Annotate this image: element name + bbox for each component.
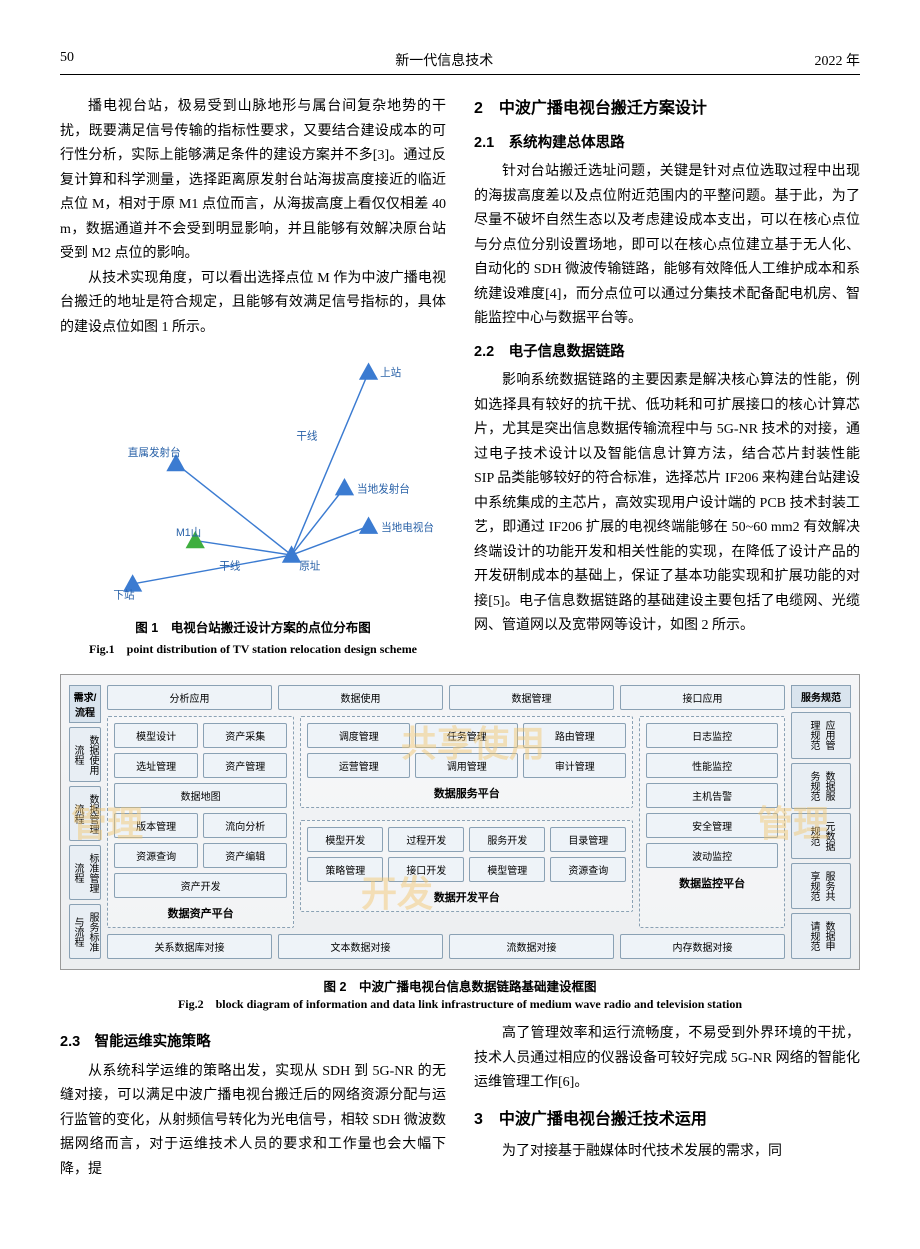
fig2-right-item: 数据申请规范 bbox=[791, 913, 851, 959]
fig2-service-panel: 调度管理 任务管理 路由管理 运营管理 调用管理 审计管理 数据服务平台 bbox=[300, 716, 633, 808]
fig2-right-item: 元数据规范 bbox=[791, 813, 851, 859]
fig2-cell: 模型设计 bbox=[114, 723, 198, 748]
fig2-left-item: 标准管理流程 bbox=[69, 845, 101, 900]
fig2-cell: 内存数据对接 bbox=[620, 934, 785, 959]
fig2-cell: 调度管理 bbox=[307, 723, 410, 748]
para: 高了管理效率和运行流畅度，不易受到外界环境的干扰，技术人员通过相应的仪器设备可较… bbox=[474, 1022, 860, 1096]
fig2-cell: 策略管理 bbox=[307, 857, 383, 882]
fig2-panel-title: 数据服务平台 bbox=[307, 785, 626, 801]
fig2-cell: 调用管理 bbox=[415, 753, 518, 778]
fig2-cell: 资产开发 bbox=[114, 873, 287, 898]
fig2-cell: 接口应用 bbox=[620, 685, 785, 710]
svg-text:当地电视台: 当地电视台 bbox=[381, 521, 434, 534]
para: 影响系统数据链路的主要因素是解决核心算法的性能，例如选择具有较好的抗干扰、低功耗… bbox=[474, 369, 860, 639]
year: 2022 年 bbox=[815, 50, 861, 70]
fig2-cell: 流向分析 bbox=[203, 813, 287, 838]
fig2-cell: 模型管理 bbox=[469, 857, 545, 882]
fig2-cell: 性能监控 bbox=[646, 753, 778, 778]
fig2-cell: 分析应用 bbox=[107, 685, 272, 710]
fig2-cell: 模型开发 bbox=[307, 827, 383, 852]
svg-text:原址: 原址 bbox=[299, 559, 321, 572]
fig2-panel-title: 数据监控平台 bbox=[646, 875, 778, 891]
fig2-right-item: 应用管理规范 bbox=[791, 712, 851, 758]
fig2-panel-title: 数据资产平台 bbox=[114, 905, 287, 921]
subsection-2-3: 2.3 智能运维实施策略 bbox=[60, 1030, 446, 1055]
section-2: 2 中波广播电视台搬迁方案设计 bbox=[474, 95, 860, 123]
svg-text:干线: 干线 bbox=[296, 429, 318, 442]
fig2-left-item: 数据管理流程 bbox=[69, 786, 101, 841]
journal-name: 新一代信息技术 bbox=[395, 50, 493, 70]
fig2-top-row: 分析应用 数据使用 数据管理 接口应用 bbox=[107, 685, 785, 710]
fig1-caption-cn: 图 1 电视台站搬迁设计方案的点位分布图 bbox=[60, 618, 446, 640]
fig2-cell: 资源查询 bbox=[114, 843, 198, 868]
svg-text:直属发射台: 直属发射台 bbox=[128, 446, 181, 459]
fig2-cell: 文本数据对接 bbox=[278, 934, 443, 959]
fig1-diagram: 上站直属发射台干线当地发射台当地电视台M1山原址干线下站 bbox=[60, 348, 446, 608]
fig2-monitor-panel: 日志监控 性能监控 主机告警 安全管理 波动监控 数据监控平台 bbox=[639, 716, 785, 928]
page-number: 50 bbox=[60, 50, 74, 70]
fig2-cell: 版本管理 bbox=[114, 813, 198, 838]
fig2-cell: 波动监控 bbox=[646, 843, 778, 868]
fig2-right-col: 服务规范 应用管理规范 数据服务规范 元数据规范 服务共享规范 数据申请规范 bbox=[791, 685, 851, 959]
fig2-cell: 资源查询 bbox=[550, 857, 626, 882]
fig2-cell: 数据地图 bbox=[114, 783, 287, 808]
fig2-middle: 分析应用 数据使用 数据管理 接口应用 模型设计 资产采集 选址管理 资产管理 … bbox=[107, 685, 785, 959]
fig2-cell: 资产管理 bbox=[203, 753, 287, 778]
fig2-left-col: 需求/流程 数据使用流程 数据管理流程 标准管理流程 服务标准与流程 bbox=[69, 685, 101, 959]
section-3: 3 中波广播电视台搬迁技术运用 bbox=[474, 1106, 860, 1134]
fig2-cell: 数据管理 bbox=[449, 685, 614, 710]
fig2-cell: 安全管理 bbox=[646, 813, 778, 838]
fig2-dev-panel: 模型开发 过程开发 服务开发 目录管理 策略管理 接口开发 模型管理 资源查询 … bbox=[300, 820, 633, 912]
subsection-2-2: 2.2 电子信息数据链路 bbox=[474, 340, 860, 365]
figure-1: 上站直属发射台干线当地发射台当地电视台M1山原址干线下站 图 1 电视台站搬迁设… bbox=[60, 348, 446, 660]
fig2-right-item: 数据服务规范 bbox=[791, 763, 851, 809]
para: 播电视台站，极易受到山脉地形与属台间复杂地势的干扰，既要满足信号传输的指标性要求… bbox=[60, 95, 446, 267]
fig2-cell: 审计管理 bbox=[523, 753, 626, 778]
fig2-assets-panel: 模型设计 资产采集 选址管理 资产管理 数据地图 版本管理 流向分析 资源查询 … bbox=[107, 716, 294, 928]
figure-2: 共享使用 管理 开发 管理 需求/流程 数据使用流程 数据管理流程 标准管理流程… bbox=[60, 674, 860, 1012]
para: 从系统科学运维的策略出发，实现从 SDH 到 5G-NR 的无缝对接，可以满足中… bbox=[60, 1060, 446, 1183]
fig2-cell: 接口开发 bbox=[388, 857, 464, 882]
fig2-diagram: 共享使用 管理 开发 管理 需求/流程 数据使用流程 数据管理流程 标准管理流程… bbox=[60, 674, 860, 970]
para: 从技术实现角度，可以看出选择点位 M 作为中波广播电视台搬迁的地址是符合规定，且… bbox=[60, 267, 446, 341]
fig1-caption-en: Fig.1 point distribution of TV station r… bbox=[60, 639, 446, 660]
fig2-left-item: 服务标准与流程 bbox=[69, 904, 101, 959]
fig2-right-item: 服务共享规范 bbox=[791, 863, 851, 909]
fig2-cell: 运营管理 bbox=[307, 753, 410, 778]
fig2-cell: 任务管理 bbox=[415, 723, 518, 748]
fig2-cell: 资产编辑 bbox=[203, 843, 287, 868]
svg-text:下站: 下站 bbox=[113, 588, 135, 601]
fig2-bottom-row: 关系数据库对接 文本数据对接 流数据对接 内存数据对接 bbox=[107, 934, 785, 959]
fig2-left-item: 数据使用流程 bbox=[69, 727, 101, 782]
fig2-panel-title: 数据开发平台 bbox=[307, 889, 626, 905]
fig2-cell: 服务开发 bbox=[469, 827, 545, 852]
fig2-right-head: 服务规范 bbox=[791, 685, 851, 708]
para: 为了对接基于融媒体时代技术发展的需求，同 bbox=[474, 1140, 860, 1165]
body-columns-lower: 2.3 智能运维实施策略 从系统科学运维的策略出发，实现从 SDH 到 5G-N… bbox=[60, 1022, 860, 1182]
subsection-2-1: 2.1 系统构建总体思路 bbox=[474, 131, 860, 156]
fig2-cell: 数据使用 bbox=[278, 685, 443, 710]
fig2-left-head: 需求/流程 bbox=[69, 685, 101, 723]
svg-text:M1山: M1山 bbox=[176, 527, 201, 539]
svg-text:上站: 上站 bbox=[380, 366, 402, 379]
fig2-cell: 资产采集 bbox=[203, 723, 287, 748]
body-columns: 播电视台站，极易受到山脉地形与属台间复杂地势的干扰，既要满足信号传输的指标性要求… bbox=[60, 95, 860, 660]
fig2-cell: 目录管理 bbox=[550, 827, 626, 852]
fig2-cell: 选址管理 bbox=[114, 753, 198, 778]
fig2-caption-cn: 图 2 中波广播电视台信息数据链路基础建设框图 bbox=[60, 976, 860, 995]
fig2-cell: 过程开发 bbox=[388, 827, 464, 852]
para: 针对台站搬迁选址问题，关键是针对点位选取过程中出现的海拔高度差以及点位附近范围内… bbox=[474, 160, 860, 332]
fig2-cell: 关系数据库对接 bbox=[107, 934, 272, 959]
fig2-cell: 主机告警 bbox=[646, 783, 778, 808]
svg-text:当地发射台: 当地发射台 bbox=[357, 482, 410, 495]
fig2-cell: 流数据对接 bbox=[449, 934, 614, 959]
page-header: 50 新一代信息技术 2022 年 bbox=[60, 50, 860, 75]
fig2-cell: 路由管理 bbox=[523, 723, 626, 748]
fig2-cell: 日志监控 bbox=[646, 723, 778, 748]
svg-text:干线: 干线 bbox=[219, 559, 241, 572]
fig2-caption-en: Fig.2 block diagram of information and d… bbox=[60, 995, 860, 1012]
